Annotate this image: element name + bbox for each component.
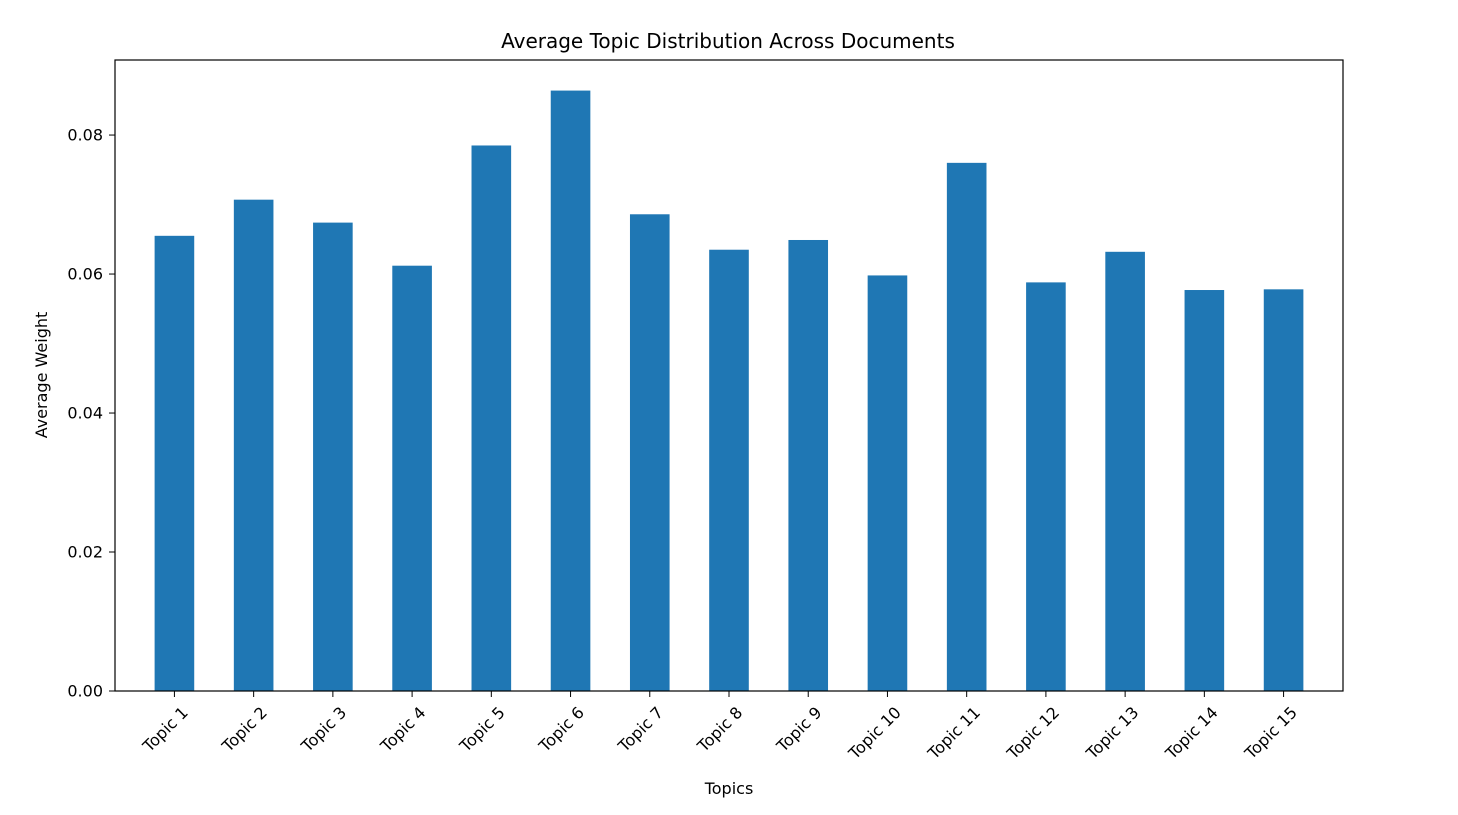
x-tick-label: Topic 2 [218, 703, 271, 756]
x-tick-label: Topic 11 [923, 703, 984, 764]
x-tick-label: Topic 14 [1161, 703, 1222, 764]
bar-topic-11 [946, 162, 987, 692]
x-tick-label: Topic 1 [138, 703, 191, 756]
x-tick-label: Topic 13 [1082, 703, 1143, 764]
x-tick-label: Topic 7 [614, 703, 667, 756]
y-tick-label: 0.08 [67, 126, 103, 145]
bars-group [154, 90, 1304, 692]
x-axis: Topic 1 Topic 2 Topic 3 Topic 4 Topic 5 Topic… [138, 691, 1301, 763]
bar-topic-10 [867, 275, 908, 691]
bar-topic-12 [1026, 282, 1066, 691]
x-axis-label: Topics [704, 779, 754, 798]
bar-topic-13 [1105, 251, 1145, 692]
y-tick-label: 0.00 [67, 682, 103, 701]
bar-topic-3 [313, 222, 353, 692]
bar-topic-9 [788, 239, 829, 692]
bar-topic-2 [233, 199, 274, 691]
y-tick-label: 0.04 [67, 404, 103, 423]
x-tick-label: Topic 9 [772, 703, 825, 756]
x-tick-label: Topic 12 [1003, 703, 1064, 764]
y-axis-label: Average Weight [32, 312, 51, 439]
x-tick-label: Topic 15 [1240, 703, 1301, 764]
bar-topic-7 [629, 214, 670, 691]
bar-topic-4 [392, 265, 432, 691]
x-tick-label: Topic 3 [297, 703, 350, 756]
bar-topic-15 [1263, 289, 1304, 691]
bar-topic-1 [154, 235, 195, 691]
bar-topic-8 [709, 249, 749, 691]
bar-topic-5 [471, 145, 512, 692]
bar-topic-14 [1184, 290, 1225, 691]
y-tick-label: 0.06 [67, 265, 103, 284]
x-tick-label: Topic 10 [844, 703, 905, 764]
y-axis: 0.00 0.02 0.04 0.06 0.08 [67, 126, 115, 701]
x-tick-label: Topic 4 [376, 703, 429, 756]
x-tick-label: Topic 8 [693, 703, 746, 756]
x-tick-label: Topic 5 [455, 703, 508, 756]
x-tick-label: Topic 6 [534, 703, 587, 756]
y-tick-label: 0.02 [67, 543, 103, 562]
chart-title: Average Topic Distribution Across Docume… [501, 29, 955, 53]
bar-topic-6 [550, 90, 591, 691]
